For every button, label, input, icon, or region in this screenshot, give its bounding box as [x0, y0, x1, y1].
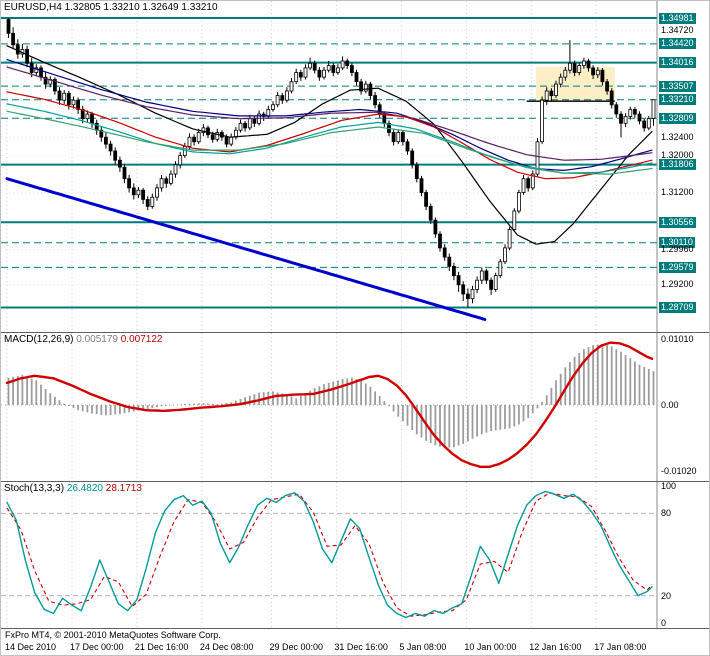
overlays-layer: [5, 45, 653, 321]
macd-chart: [1, 333, 658, 481]
trendline-descending: [5, 177, 487, 321]
macd-signal-line: [5, 341, 654, 469]
candlestick-chart: [1, 1, 658, 332]
stoch-title: Stoch(13,3,3) 26.4820 28.1713: [4, 483, 142, 494]
stoch-label: Stoch(13,3,3): [4, 483, 65, 494]
grid-layer: [6, 482, 597, 628]
stoch-d-line: [6, 492, 653, 617]
macd-main-value: 0.005179: [76, 334, 118, 345]
ma-red: [6, 91, 653, 180]
time-axis-label: 24 Dec 08:00: [199, 642, 254, 652]
time-axis-label: 17 Jan 08:00: [594, 642, 647, 652]
macd-label: MACD(12,26,9): [4, 334, 74, 345]
macd-histogram-layer: [7, 343, 655, 448]
time-axis[interactable]: FxPro MT4, © 2001-2010 MetaQuotes Softwa…: [1, 629, 709, 655]
time-axis-label: 14 Dec 2010: [5, 642, 57, 652]
ma-teal: [6, 103, 653, 174]
stoch-k-value: 26.4820: [66, 483, 103, 494]
time-axis-label: 12 Jan 16:00: [529, 642, 582, 652]
stoch-k-line: [6, 490, 653, 619]
time-axis-label: 31 Dec 16:00: [334, 642, 388, 652]
candles-layer: [6, 18, 656, 308]
time-axis-label: 29 Dec 00:00: [269, 642, 324, 652]
copyright-text: FxPro MT4, © 2001-2010 MetaQuotes Softwa…: [5, 630, 221, 640]
stochastic-chart: [1, 482, 658, 628]
macd-title: MACD(12,26,9) 0.005179 0.007122: [4, 334, 162, 345]
ohlc-values: 1.32805 1.33210 1.32649 1.33210: [64, 2, 218, 13]
time-axis-label: 5 Jan 08:00: [399, 642, 447, 652]
price-chart-panel[interactable]: EURUSD,H4 1.32805 1.33210 1.32649 1.3321…: [1, 1, 709, 333]
chart-title: EURUSD,H4 1.32805 1.33210 1.32649 1.3321…: [4, 2, 218, 13]
symbol-timeframe-label: EURUSD,H4: [4, 2, 62, 13]
macd-signal-value: 0.007122: [120, 334, 163, 345]
stoch-d-value: 28.1713: [105, 483, 142, 494]
time-axis-label: 21 Dec 16:00: [134, 642, 189, 652]
grid-layer: [1, 1, 657, 332]
grid-layer: [6, 333, 597, 481]
macd-indicator-panel[interactable]: MACD(12,26,9) 0.005179 0.007122 0.01010 0…: [1, 333, 709, 482]
ma-green: [6, 110, 653, 175]
stochastic-indicator-panel[interactable]: Stoch(13,3,3) 26.4820 28.1713 100 80 20 0: [1, 481, 709, 629]
time-axis-label: 17 Dec 00:00: [70, 642, 124, 652]
time-axis-label: 10 Jan 00:00: [464, 642, 517, 652]
ma-purple: [6, 66, 653, 161]
